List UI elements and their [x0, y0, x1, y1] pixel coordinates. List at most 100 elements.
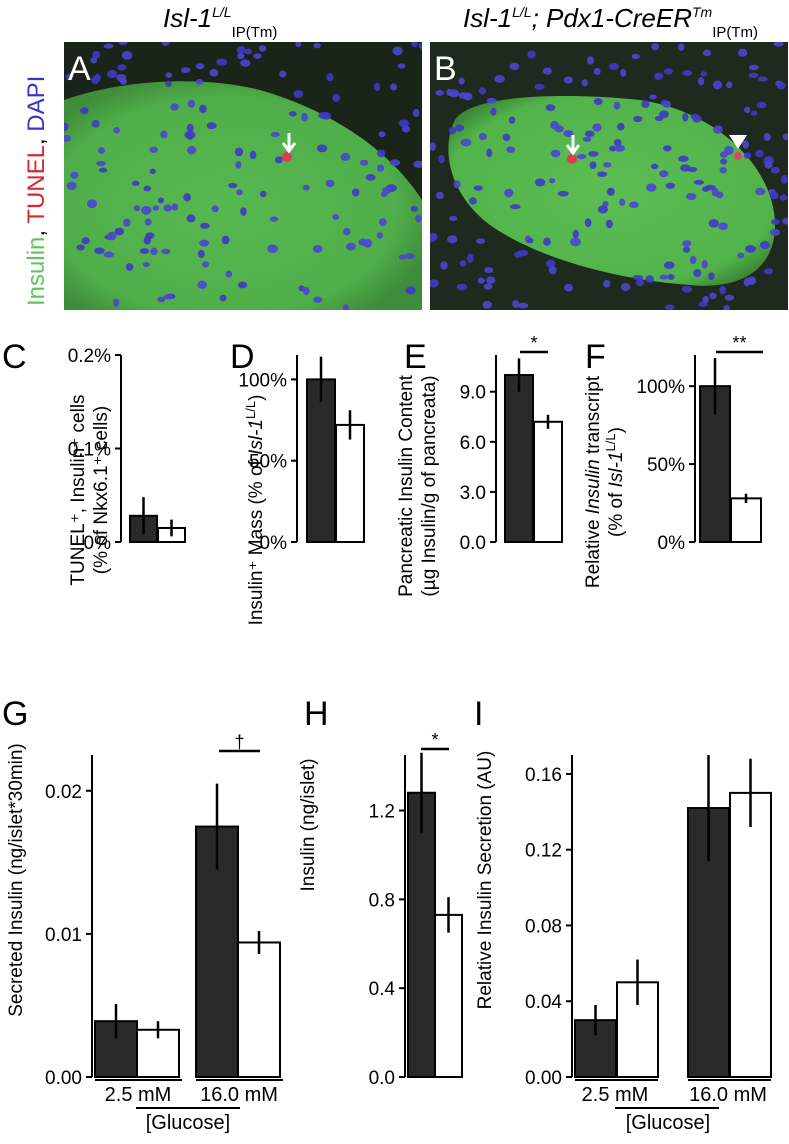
nucleus-b — [504, 188, 514, 198]
nucleus-b — [743, 277, 750, 287]
nucleus-a — [143, 185, 152, 192]
nucleus-b — [597, 171, 608, 177]
nucleus-b — [663, 261, 675, 269]
nucleus-a — [180, 67, 191, 73]
nucleus-b — [682, 246, 691, 253]
nucleus-b — [693, 179, 705, 185]
nucleus-a — [258, 45, 267, 52]
nucleus-b — [620, 68, 627, 77]
nucleus-b — [659, 274, 669, 280]
panel-letter-i: I — [474, 695, 483, 733]
nucleus-b — [458, 77, 465, 85]
nucleus-b — [603, 280, 611, 288]
y-tick-label-c-2: 0.2% — [68, 346, 111, 367]
nucleus-b — [456, 283, 468, 291]
nucleus-b — [646, 183, 657, 192]
y-tick-label-i-0: 0.00 — [525, 1068, 562, 1089]
nucleus-a — [312, 245, 323, 253]
nucleus-a — [398, 119, 410, 128]
nucleus-a — [121, 50, 133, 60]
nucleus-a — [99, 167, 108, 173]
nucleus-a — [165, 72, 173, 78]
nucleus-a — [103, 251, 115, 258]
nucleus-b — [548, 266, 557, 275]
nucleus-b — [702, 49, 712, 57]
nucleus-b — [782, 217, 788, 225]
nucleus-b — [633, 115, 643, 123]
nucleus-b — [708, 218, 719, 228]
nucleus-b — [509, 204, 521, 210]
nucleus-b — [486, 276, 496, 284]
nucleus-b — [743, 152, 752, 159]
nucleus-b — [711, 187, 719, 197]
nucleus-a — [235, 161, 242, 169]
nucleus-a — [76, 244, 85, 251]
nucleus-b — [770, 219, 780, 225]
ylabel-c-1: TUNEL⁺, Insulin⁺ cells — [68, 394, 89, 585]
nucleus-b — [486, 97, 497, 104]
nucleus-a — [236, 189, 243, 196]
nucleus-b — [517, 249, 529, 257]
y-tick-label-e-2: 6.0 — [460, 433, 486, 454]
panel-letter-g: G — [2, 695, 28, 733]
nucleus-b — [597, 205, 608, 214]
nucleus-b — [512, 300, 520, 309]
nucleus-b — [478, 132, 487, 141]
nucleus-b — [705, 184, 716, 191]
nucleus-b — [663, 68, 673, 75]
nucleus-b — [430, 142, 436, 151]
nucleus-b — [641, 100, 650, 108]
nucleus-b — [459, 260, 467, 267]
nucleus-b — [609, 62, 619, 71]
tunel-dot-b2 — [734, 152, 742, 160]
nucleus-a — [163, 204, 173, 212]
nucleus-b — [682, 112, 689, 122]
nucleus-b — [454, 124, 465, 132]
nucleus-b — [483, 283, 493, 290]
nucleus-a — [351, 188, 360, 197]
panel-letter-e: E — [404, 338, 427, 376]
nucleus-b — [576, 153, 587, 160]
nucleus-b — [678, 155, 689, 162]
nucleus-a — [279, 70, 287, 78]
nucleus-b — [720, 158, 728, 165]
nucleus-b — [769, 191, 779, 200]
header-left: Isl-1L/LIP(Tm) — [163, 3, 277, 41]
nucleus-a — [81, 237, 90, 245]
nucleus-a — [259, 190, 267, 198]
nucleus-b — [449, 215, 458, 222]
nucleus-b — [608, 145, 617, 152]
y-tick-label-d-1: 50% — [249, 452, 287, 473]
nucleus-a — [340, 152, 351, 161]
nucleus-b — [486, 148, 493, 158]
y-tick-label-h-3: 1.2 — [369, 802, 395, 823]
nucleus-b — [667, 273, 675, 280]
nucleus-b — [777, 82, 786, 90]
nucleus-a — [216, 58, 228, 66]
nucleus-b — [479, 87, 486, 95]
nucleus-b — [589, 161, 597, 169]
nucleus-b — [724, 294, 735, 301]
nucleus-b — [564, 283, 574, 292]
nucleus-a — [157, 197, 164, 204]
nucleus-b — [737, 48, 748, 57]
nucleus-b — [650, 163, 659, 170]
nucleus-a — [206, 122, 217, 130]
ylabel-d: Insulin⁺ Mass (% of Isl-1L/L) — [243, 395, 267, 626]
nucleus-b — [584, 218, 592, 228]
nucleus-a — [65, 73, 74, 81]
xlabel-g-1: 16.0 mM — [200, 1084, 278, 1106]
nucleus-a — [123, 218, 131, 227]
nucleus-a — [413, 108, 420, 118]
nucleus-a — [240, 207, 247, 216]
stain-label: Insulin, TUNEL, DAPI — [23, 76, 50, 306]
nucleus-a — [313, 296, 323, 303]
sig-label-e: * — [530, 333, 537, 353]
y-tick-label-g-1: 0.01 — [45, 925, 82, 946]
arrow-icon-b — [565, 135, 581, 156]
nucleus-b — [435, 90, 445, 96]
nucleus-b — [700, 71, 707, 77]
ylabel-f-2: (% of Isl-1L/L) — [603, 427, 627, 537]
nuclei-b — [430, 42, 788, 310]
